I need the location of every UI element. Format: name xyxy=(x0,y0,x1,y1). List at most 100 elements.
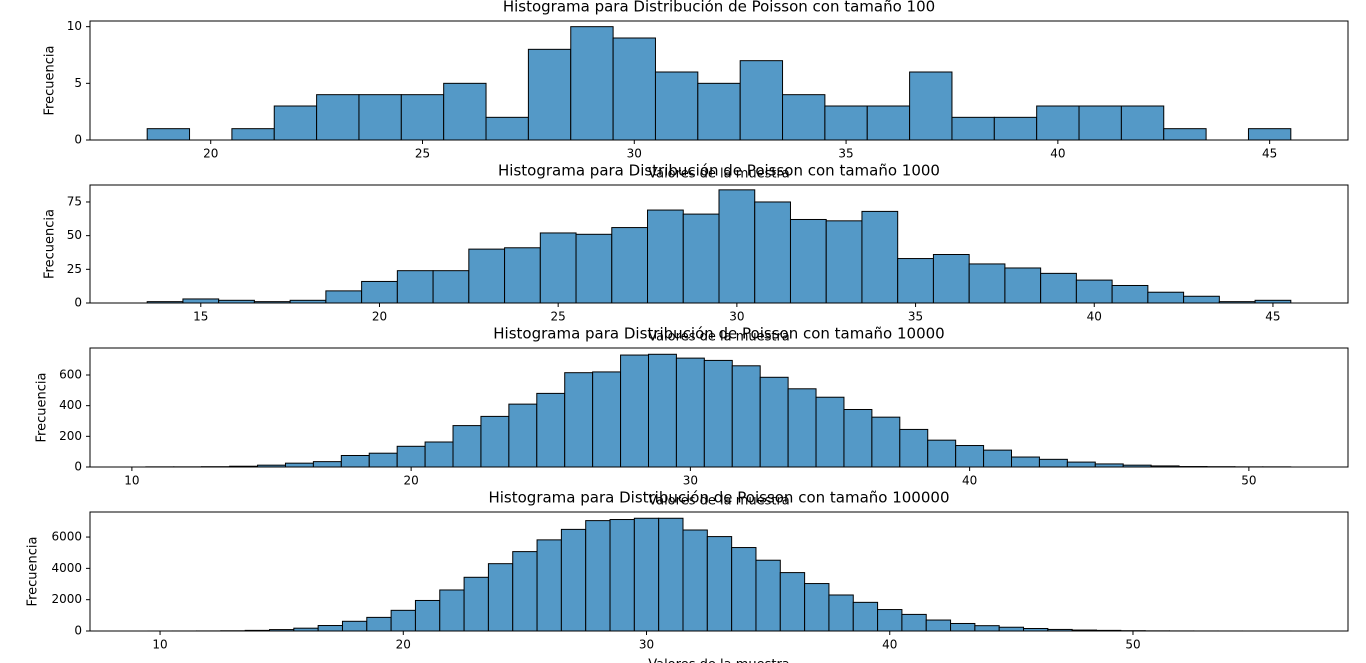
x-tick-label: 20 xyxy=(403,474,418,488)
bar xyxy=(273,105,318,141)
x-tick-label: 25 xyxy=(415,147,430,161)
bar xyxy=(536,539,562,632)
bar xyxy=(1183,295,1220,304)
y-tick-label: 25 xyxy=(67,262,82,276)
bar xyxy=(432,270,470,304)
x-tick-label: 20 xyxy=(396,638,411,652)
bar xyxy=(647,353,677,468)
bar xyxy=(439,589,465,632)
bar xyxy=(452,425,482,468)
bar xyxy=(901,613,927,632)
bar xyxy=(852,601,879,632)
y-tick-label: 400 xyxy=(59,398,82,412)
bar xyxy=(396,445,426,468)
bar xyxy=(487,563,514,632)
bar xyxy=(443,82,487,141)
x-tick-label: 20 xyxy=(372,310,387,324)
bar xyxy=(754,201,791,304)
bar xyxy=(789,218,827,304)
bar xyxy=(993,116,1038,141)
bar xyxy=(1111,284,1149,304)
bar xyxy=(512,551,538,632)
bar xyxy=(739,60,784,141)
bar xyxy=(585,520,611,632)
axes-frame xyxy=(89,20,1349,141)
bar xyxy=(560,528,587,632)
bar xyxy=(564,372,594,468)
bar xyxy=(1011,456,1040,468)
bar xyxy=(358,94,402,141)
x-tick-label: 40 xyxy=(1087,310,1102,324)
bar xyxy=(612,37,656,141)
y-tick-label: 4000 xyxy=(51,561,82,575)
bar xyxy=(1247,128,1292,141)
axes-frame xyxy=(89,511,1349,632)
x-tick-label: 50 xyxy=(1125,638,1140,652)
bar xyxy=(1147,291,1185,304)
bar xyxy=(620,354,649,468)
y-tick-label: 2000 xyxy=(51,592,82,606)
bar xyxy=(824,105,868,141)
bar xyxy=(950,622,976,632)
x-tick-label: 30 xyxy=(627,147,642,161)
y-tick-label: 0 xyxy=(74,296,82,310)
bar xyxy=(527,48,572,141)
bar xyxy=(925,619,952,632)
bar xyxy=(706,536,733,632)
x-tick-label: 35 xyxy=(908,310,923,324)
x-tick-label: 30 xyxy=(729,310,744,324)
y-tick-label: 0 xyxy=(74,460,82,474)
bar xyxy=(682,529,708,632)
bar xyxy=(968,263,1006,304)
bar xyxy=(804,583,830,632)
bar xyxy=(731,365,761,468)
x-axis-label: Valores de la muestra xyxy=(648,167,790,182)
bar xyxy=(633,517,660,632)
bar xyxy=(983,449,1013,468)
bar xyxy=(390,609,416,632)
bar xyxy=(366,616,392,632)
y-tick-label: 5 xyxy=(74,76,82,90)
bar xyxy=(843,408,873,468)
bar xyxy=(998,626,1025,632)
x-tick-label: 40 xyxy=(962,474,977,488)
bar xyxy=(828,594,854,632)
bar xyxy=(368,452,398,468)
chart-title: Histograma para Distribución de Poisson … xyxy=(498,162,940,180)
x-tick-label: 10 xyxy=(124,474,139,488)
bar xyxy=(609,519,635,632)
x-tick-label: 25 xyxy=(551,310,566,324)
bar xyxy=(361,280,398,304)
bar xyxy=(504,247,541,304)
bar xyxy=(539,232,577,304)
axes-frame xyxy=(89,347,1349,468)
bar xyxy=(463,576,489,632)
bar xyxy=(1040,272,1077,304)
bar xyxy=(485,116,529,141)
bar xyxy=(755,559,781,632)
bar xyxy=(861,210,899,304)
y-axis-label: Frecuencia xyxy=(43,46,58,116)
y-axis-label: Frecuencia xyxy=(35,373,50,443)
bar xyxy=(1066,461,1096,468)
bar xyxy=(480,415,510,468)
bar xyxy=(955,445,985,468)
x-tick-label: 40 xyxy=(1050,147,1065,161)
y-tick-label: 600 xyxy=(59,367,82,381)
bar xyxy=(611,227,649,304)
y-tick-label: 6000 xyxy=(51,530,82,544)
bar xyxy=(654,71,699,141)
bar xyxy=(317,625,343,632)
bar xyxy=(703,359,733,468)
bar xyxy=(951,116,995,141)
bar xyxy=(575,233,613,304)
chart-title: Histograma para Distribución de Poisson … xyxy=(503,0,935,16)
x-tick-label: 15 xyxy=(193,310,208,324)
bar xyxy=(284,462,314,468)
y-tick-label: 50 xyxy=(67,228,82,242)
bar xyxy=(825,220,863,304)
bar xyxy=(341,620,368,632)
x-axis-label: Valores de la muestra xyxy=(648,494,790,509)
bar xyxy=(396,270,434,304)
